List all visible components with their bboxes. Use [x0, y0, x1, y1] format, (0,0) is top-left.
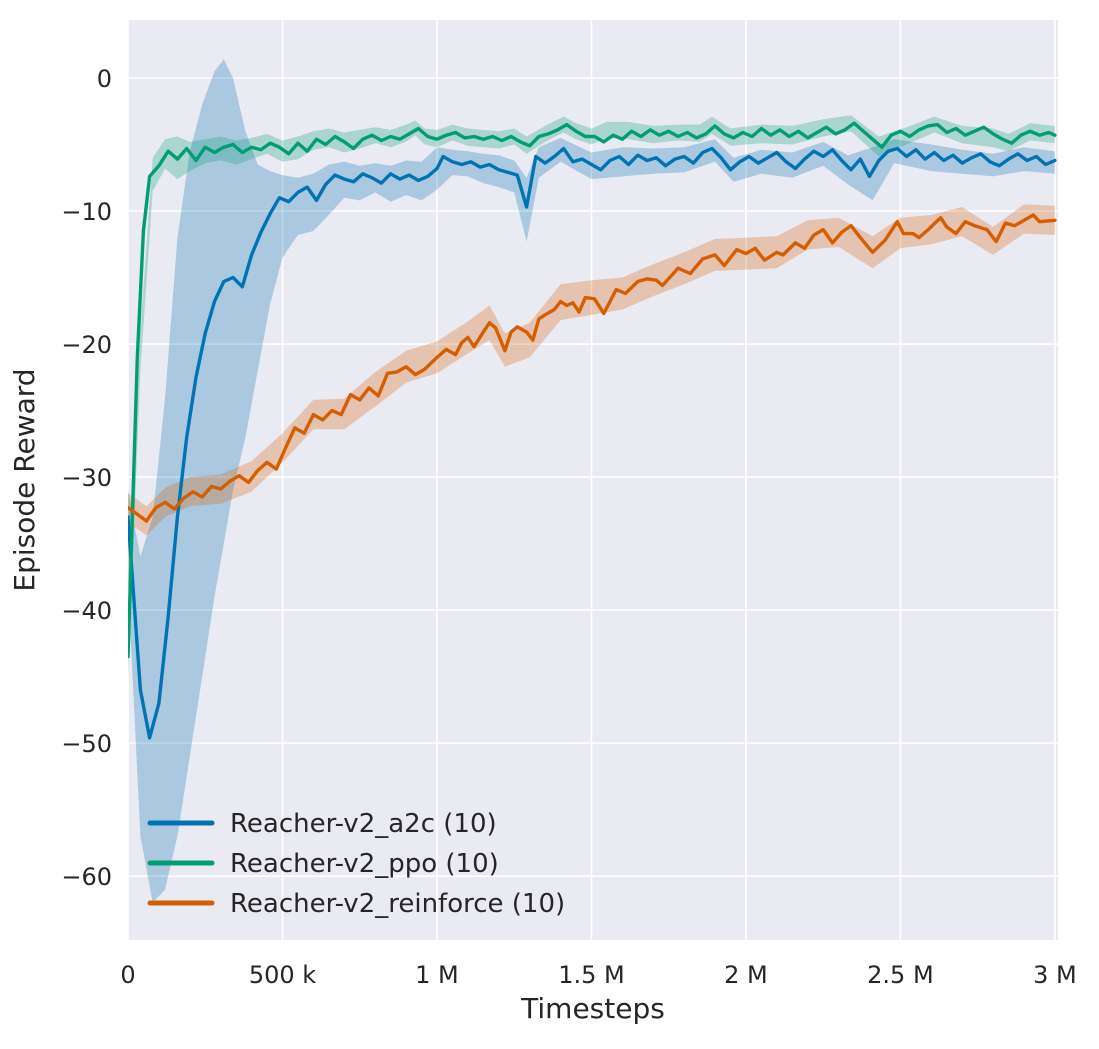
- x-tick-label: 0: [120, 961, 135, 989]
- series-line-ppo: [128, 121, 1057, 659]
- x-tick-label: 500 k: [249, 961, 316, 989]
- y-axis-label: Episode Reward: [8, 368, 41, 591]
- legend-label-ppo: Reacher-v2_ppo (10): [230, 849, 499, 879]
- y-tick-label: −10: [61, 198, 112, 226]
- legend: Reacher-v2_a2c (10) Reacher-v2_ppo (10) Re…: [147, 809, 565, 919]
- plot-area: [128, 59, 1057, 903]
- y-tick-label: −20: [61, 331, 112, 359]
- series-line-a2c: [128, 146, 1057, 740]
- legend-label-reinforce: Reacher-v2_reinforce (10): [230, 889, 565, 919]
- y-tick-label: −30: [61, 464, 112, 492]
- series-line-reinforce: [128, 213, 1057, 523]
- x-tick-label: 3 M: [1033, 961, 1077, 989]
- x-tick-label: 1.5 M: [558, 961, 625, 989]
- legend-item-a2c: Reacher-v2_a2c (10): [147, 809, 497, 839]
- x-tick-label: 2.5 M: [867, 961, 934, 989]
- series-band-reinforce: [128, 204, 1055, 536]
- x-tick-label: 1 M: [415, 961, 459, 989]
- y-tick-label: 0: [97, 65, 112, 93]
- legend-label-a2c: Reacher-v2_a2c (10): [230, 809, 497, 839]
- legend-item-ppo: Reacher-v2_ppo (10): [147, 849, 499, 879]
- x-axis-label: Timesteps: [520, 992, 665, 1025]
- legend-item-reinforce: Reacher-v2_reinforce (10): [147, 889, 565, 919]
- y-tick-label: −50: [61, 730, 112, 758]
- gridlines: [127, 20, 1058, 940]
- series-band-a2c: [128, 59, 1055, 903]
- y-tick-label: −60: [61, 863, 112, 891]
- y-tick-label: −40: [61, 597, 112, 625]
- x-tick-label: 2 M: [724, 961, 768, 989]
